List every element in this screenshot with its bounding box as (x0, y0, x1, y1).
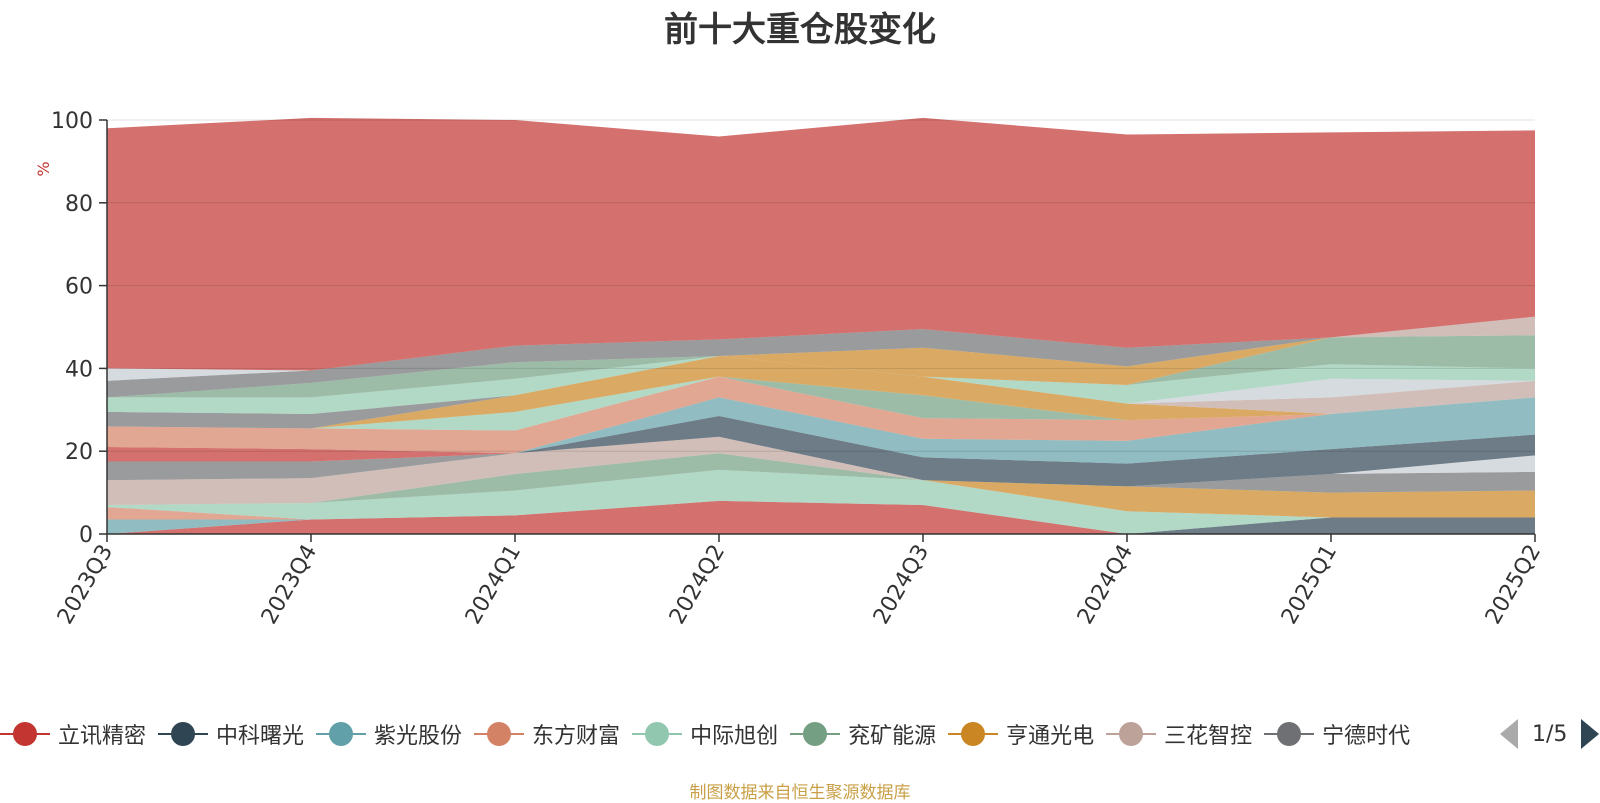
legend-marker-icon (948, 720, 999, 748)
area-series-19 (107, 355, 1535, 429)
x-tick-label: 2024Q3 (869, 541, 934, 629)
legend-item[interactable]: 三花智控 (1106, 712, 1252, 756)
area-series-1 (107, 500, 1535, 534)
legend-label: 中科曙光 (216, 724, 305, 749)
legend-marker-icon (316, 720, 367, 748)
area-series-7 (107, 453, 1535, 518)
area-series-17 (107, 355, 1535, 429)
x-tick-label: 2025Q2 (1481, 541, 1546, 629)
legend-page-indicator: 1/5 (1532, 721, 1568, 747)
area-series-9 (107, 436, 1535, 493)
legend-label: 中际旭创 (690, 724, 779, 749)
x-tick-label: 2025Q1 (1277, 541, 1342, 629)
area-series-22 (107, 335, 1535, 398)
legend-item[interactable]: 中际旭创 (632, 712, 778, 756)
y-tick-label: 60 (65, 275, 93, 300)
area-series-8 (107, 436, 1535, 506)
area-series-27 (107, 117, 1535, 371)
x-tick-label: 2024Q4 (1073, 541, 1138, 629)
area-series-21 (107, 355, 1535, 414)
legend-label: 三花智控 (1164, 724, 1253, 749)
legend-item[interactable]: 立讯精密 (0, 712, 146, 756)
legend-marker-icon (1264, 720, 1315, 748)
x-tick-label: 2024Q2 (665, 541, 730, 629)
series-areas (107, 117, 1535, 534)
y-tick-label: 100 (51, 109, 93, 134)
legend-label: 紫光股份 (374, 724, 463, 749)
legend: 立讯精密 中科曙光 紫光股份 东方财富 中际旭创 兖矿能源 亨通光电 三花智控 宁德时代 (0, 712, 1484, 756)
legend-label: 立讯精密 (58, 724, 147, 749)
legend-marker-icon (0, 720, 50, 748)
legend-next-page-icon[interactable] (1581, 719, 1600, 749)
area-series-14 (107, 376, 1535, 454)
x-tick-label: 2024Q1 (461, 541, 526, 629)
legend-label: 兖矿能源 (848, 724, 937, 749)
legend-prev-page-icon[interactable] (1500, 719, 1518, 749)
area-series-15 (107, 376, 1535, 431)
area-series-20 (107, 355, 1535, 414)
legend-pager: 1/5 (1500, 712, 1600, 756)
legend-label: 宁德时代 (1322, 724, 1411, 749)
y-tick-label: 0 (79, 523, 93, 548)
y-tick-label: 80 (65, 192, 93, 217)
legend-item[interactable]: 宁德时代 (1264, 712, 1410, 756)
area-series-24 (107, 329, 1535, 398)
area-series-16 (107, 376, 1535, 429)
chart-title: 前十大重仓股变化 (664, 10, 936, 50)
gridlines (107, 119, 1535, 452)
y-tick-label: 40 (65, 357, 93, 382)
legend-marker-icon (790, 720, 841, 748)
legend-marker-icon (158, 720, 209, 748)
y-axis-label: % (34, 161, 53, 176)
y-tick-label: 20 (65, 440, 93, 465)
legend-item[interactable]: 兖矿能源 (790, 712, 936, 756)
legend-label: 东方财富 (532, 724, 621, 749)
legend-label: 亨通光电 (1006, 724, 1095, 749)
area-series-12 (107, 416, 1535, 487)
legend-item[interactable]: 亨通光电 (948, 712, 1094, 756)
legend-marker-icon (1106, 720, 1157, 748)
legend-item[interactable]: 紫光股份 (316, 712, 462, 756)
source-note: 制图数据来自恒生聚源数据库 (689, 783, 911, 803)
legend-item[interactable]: 中科曙光 (158, 712, 304, 756)
x-tick-label: 2023Q4 (257, 541, 322, 629)
area-series-2 (107, 500, 1535, 534)
legend-marker-icon (474, 720, 525, 748)
area-series-13 (107, 397, 1535, 464)
legend-item[interactable]: 东方财富 (474, 712, 620, 756)
legend-marker-icon (632, 720, 683, 748)
area-series-5 (107, 469, 1535, 534)
x-tick-label: 2023Q3 (53, 541, 118, 629)
